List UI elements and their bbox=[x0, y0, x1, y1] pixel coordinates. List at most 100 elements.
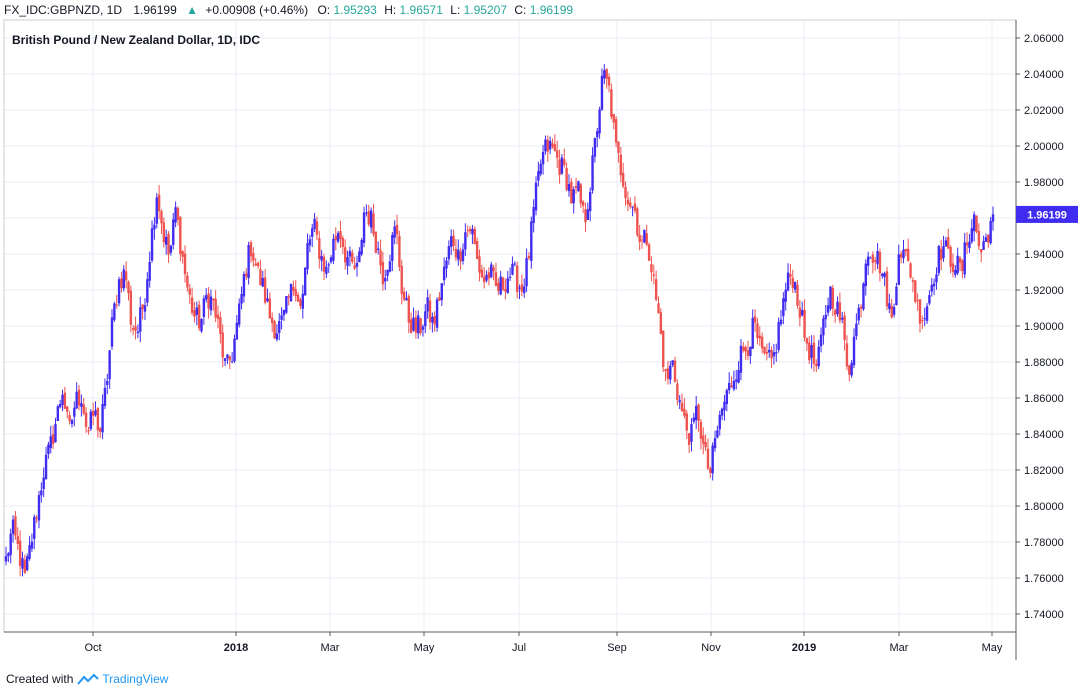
candle-down bbox=[789, 274, 792, 277]
candle-up bbox=[148, 261, 151, 281]
y-tick-label: 1.76000 bbox=[1024, 573, 1064, 585]
candle-down bbox=[183, 253, 187, 275]
candle-up bbox=[47, 444, 50, 455]
candle-up bbox=[332, 238, 335, 261]
price-tag-background bbox=[1016, 205, 1078, 223]
candle-down bbox=[299, 299, 302, 306]
change-value: +0.00908 (+0.46%) bbox=[205, 3, 308, 17]
candle-down bbox=[706, 448, 710, 469]
candle-down bbox=[395, 224, 399, 235]
candle-up bbox=[424, 311, 427, 327]
candle-up bbox=[11, 519, 15, 534]
candle-down bbox=[176, 208, 180, 220]
candle-down bbox=[916, 300, 919, 302]
candle-down bbox=[803, 309, 806, 338]
candle-up bbox=[539, 163, 542, 175]
high-value: 1.96571 bbox=[400, 3, 444, 17]
candle-up bbox=[362, 212, 366, 243]
candle-up bbox=[775, 352, 778, 354]
candle-up bbox=[678, 400, 681, 403]
candlestick-series bbox=[4, 64, 995, 577]
candle-up bbox=[30, 541, 34, 549]
candle-down bbox=[16, 536, 19, 544]
candle-up bbox=[588, 191, 592, 212]
candle-up bbox=[426, 297, 429, 312]
candle-down bbox=[23, 559, 27, 573]
candle-up bbox=[450, 236, 453, 247]
candle-down bbox=[958, 257, 962, 263]
candle-up bbox=[954, 269, 957, 275]
y-tick-label: 1.98000 bbox=[1024, 177, 1064, 189]
candle-up bbox=[139, 307, 142, 332]
candle-down bbox=[207, 293, 210, 309]
candle-up bbox=[982, 241, 985, 250]
candle-down bbox=[407, 296, 411, 323]
candle-down bbox=[438, 297, 441, 301]
candle-down bbox=[245, 273, 248, 277]
candle-up bbox=[782, 298, 785, 317]
candle-down bbox=[961, 260, 964, 272]
candle-up bbox=[442, 266, 446, 281]
candle-up bbox=[301, 293, 305, 309]
tradingview-label: TradingView bbox=[102, 672, 169, 686]
y-tick-label: 1.92000 bbox=[1024, 285, 1064, 297]
candle-down bbox=[843, 315, 846, 340]
candle-up bbox=[888, 303, 891, 309]
candle-down bbox=[947, 237, 950, 249]
candle-up bbox=[388, 261, 392, 272]
candle-down bbox=[977, 231, 981, 247]
candle-up bbox=[723, 401, 726, 411]
candle-up bbox=[155, 197, 158, 224]
candle-up bbox=[172, 219, 175, 245]
candle-up bbox=[537, 171, 540, 181]
candle-down bbox=[197, 304, 201, 329]
candle-down bbox=[91, 411, 95, 417]
candle-down bbox=[322, 256, 326, 272]
chart-title: British Pound / New Zealand Dollar, 1D, … bbox=[12, 33, 260, 47]
candle-up bbox=[737, 369, 740, 383]
candle-down bbox=[579, 184, 582, 204]
candle-down bbox=[14, 516, 17, 536]
candle-up bbox=[541, 151, 545, 165]
candle-down bbox=[162, 222, 166, 243]
candle-down bbox=[581, 201, 585, 206]
candle-up bbox=[713, 438, 717, 449]
candle-up bbox=[925, 306, 929, 321]
last-price: 1.96199 bbox=[133, 3, 177, 17]
candle-down bbox=[833, 309, 837, 315]
candle-down bbox=[647, 244, 651, 261]
candle-down bbox=[344, 247, 347, 263]
candle-up bbox=[720, 408, 724, 416]
candle-up bbox=[285, 296, 288, 313]
candle-down bbox=[482, 276, 486, 283]
candle-down bbox=[400, 266, 403, 294]
x-tick-label: Sep bbox=[607, 642, 627, 654]
tradingview-brand[interactable]: TradingView bbox=[77, 672, 168, 686]
candle-up bbox=[58, 404, 62, 408]
candle-down bbox=[704, 441, 707, 448]
y-tick-label: 1.82000 bbox=[1024, 465, 1064, 477]
candle-up bbox=[336, 233, 340, 242]
candle-up bbox=[749, 346, 752, 357]
candle-up bbox=[431, 316, 434, 323]
candle-up bbox=[598, 109, 601, 134]
candle-down bbox=[652, 274, 655, 276]
candle-down bbox=[605, 69, 608, 79]
candle-up bbox=[457, 249, 460, 260]
candle-up bbox=[596, 131, 599, 138]
candle-down bbox=[181, 251, 184, 257]
candle-down bbox=[640, 239, 644, 241]
candle-up bbox=[972, 214, 976, 232]
candle-down bbox=[673, 360, 677, 382]
candle-up bbox=[40, 490, 43, 496]
candle-down bbox=[167, 233, 170, 255]
candle-up bbox=[280, 315, 283, 320]
candle-up bbox=[989, 220, 992, 244]
x-tick-label: Jul bbox=[512, 642, 526, 654]
x-tick-label: Oct bbox=[84, 642, 101, 654]
candle-down bbox=[918, 299, 922, 324]
x-tick-label: Nov bbox=[701, 642, 721, 654]
candle-up bbox=[103, 387, 107, 407]
symbol-name[interactable]: FX_IDC:GBPNZD, 1D bbox=[4, 3, 122, 17]
